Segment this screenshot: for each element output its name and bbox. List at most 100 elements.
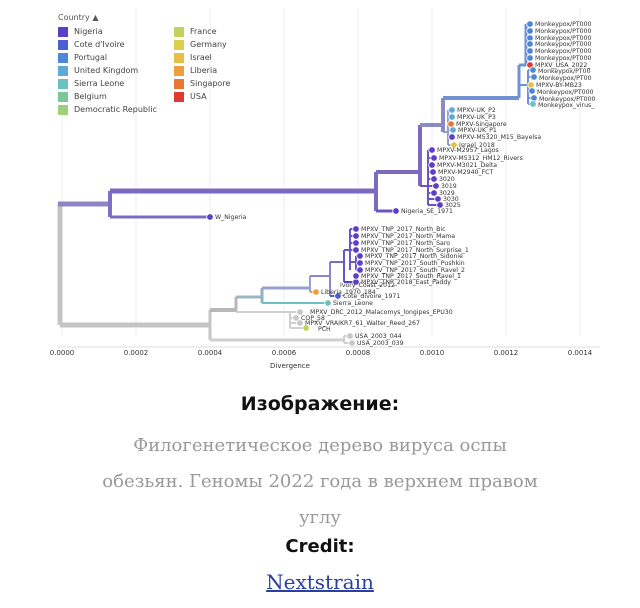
tip-label: MPXV-M5312_HM12_Rivers bbox=[439, 155, 523, 162]
tip-label: Israel_2018 bbox=[459, 142, 495, 149]
x-tick-label: 0.0006 bbox=[272, 349, 297, 357]
tip-label: Cote_divoire_1971 bbox=[343, 293, 400, 300]
legend-swatch bbox=[174, 65, 184, 76]
credit-label: Credit: bbox=[285, 536, 355, 557]
tip-label: MPXV_TNP_2017_North_Surprise_1 bbox=[361, 247, 469, 254]
tip-label: Monkeypox/PT000 bbox=[535, 28, 592, 35]
tip-label: Monkeypox/PT000 bbox=[539, 96, 596, 103]
legend-label: USA bbox=[190, 92, 207, 101]
tip-label: Monkeypox/PT00 bbox=[538, 68, 591, 75]
legend-swatch bbox=[58, 78, 68, 89]
tip-label: Monkeypox/PT000 bbox=[535, 41, 592, 48]
legend-label: Germany bbox=[190, 40, 227, 49]
legend-item[interactable]: Singapore bbox=[174, 77, 274, 90]
legend-swatch bbox=[58, 91, 68, 102]
x-tick-label: 0.0002 bbox=[124, 349, 149, 357]
legend-label: Portugal bbox=[74, 53, 108, 62]
legend-label: Israel bbox=[190, 53, 212, 62]
legend-swatch bbox=[174, 78, 184, 89]
legend-label: Liberia bbox=[190, 66, 218, 75]
legend-item[interactable]: Liberia bbox=[174, 64, 274, 77]
legend-swatch bbox=[58, 39, 68, 50]
caption-title: Изображение: bbox=[240, 393, 400, 415]
legend-item[interactable]: Germany bbox=[174, 38, 274, 51]
tip-label: MPXV_TNP_2017_South_Pushkin bbox=[365, 260, 465, 267]
legend-item[interactable]: Sierra Leone bbox=[58, 77, 158, 90]
legend-item[interactable]: Democratic Republic c bbox=[58, 103, 158, 116]
tip-label: PCH bbox=[318, 326, 331, 333]
tip-label: USA_2003_044 bbox=[355, 333, 402, 340]
x-tick-label: 0.0010 bbox=[420, 349, 445, 357]
legend-item[interactable]: Nigeria bbox=[58, 25, 158, 38]
tip-label: MPXV_TNP_2017_North_Sidonie bbox=[365, 253, 463, 260]
legend-swatch bbox=[58, 104, 68, 115]
legend-swatch bbox=[174, 91, 184, 102]
legend-item[interactable]: United Kingdom bbox=[58, 64, 158, 77]
tip-label: Sierra_Leone bbox=[333, 300, 373, 307]
tip-label: 3020 bbox=[439, 176, 455, 183]
tip-dots bbox=[206, 20, 538, 347]
x-tick-label: 0.0000 bbox=[50, 349, 75, 357]
tip-label: MPXV_TNP_2017_South_Ravel_1 bbox=[361, 273, 461, 280]
tip-label: MPXV_TNP_2017_North_Mama bbox=[361, 233, 455, 240]
tip-label: MPXV-Singapore bbox=[456, 121, 507, 128]
tip-label: Liberia_1970_184 bbox=[321, 289, 376, 296]
tip-label: Monkeypox/PT000 bbox=[535, 35, 592, 42]
tip-label: 3030 bbox=[443, 196, 459, 203]
credit-link[interactable]: Nextstrain bbox=[266, 570, 374, 594]
legend-label: Cote d'Ivoire bbox=[74, 40, 125, 49]
tip-label: MPXV-UK_P2 bbox=[457, 107, 496, 114]
legend-swatch bbox=[174, 26, 184, 37]
legend-item[interactable]: Israel bbox=[174, 51, 274, 64]
phylogenetic-tree: Monkeypox/PT000 Monkeypox/PT000 Monkeypo… bbox=[50, 8, 600, 370]
x-tick-label: 0.0012 bbox=[494, 349, 519, 357]
legend-swatch bbox=[58, 65, 68, 76]
tip-label: MPXV-BY-MB23 bbox=[536, 82, 582, 89]
x-tick-label: 0.0014 bbox=[568, 349, 593, 357]
tip-label: MPXV_TNP_2018_East_Paddy bbox=[361, 279, 451, 286]
tip-label: USA_2003_039 bbox=[357, 340, 404, 347]
tip-label: Monkeypox/PT000 bbox=[535, 21, 592, 28]
legend-item[interactable]: Belgium bbox=[58, 90, 158, 103]
legend-label: Democratic Republic c bbox=[74, 105, 158, 114]
legend-header[interactable]: Country ▲ bbox=[58, 13, 318, 22]
tip-label: Monkeypox/PT000 bbox=[535, 55, 592, 62]
tip-label: MPXV-M2957_Lagos bbox=[437, 147, 499, 154]
tip-label: Monkeypox_virus_ bbox=[538, 102, 595, 109]
country-legend: Country ▲ Nigeria Cote d'Ivoire Portugal… bbox=[58, 13, 318, 116]
tip-label: MPXV_TNP_2017_South_Ravel_2 bbox=[365, 267, 465, 274]
caption-description: Филогенетическое дерево вируса оспы обез… bbox=[102, 435, 538, 528]
tree-branches bbox=[57, 23, 534, 344]
tip-label: COP_58 bbox=[301, 315, 325, 322]
legend-swatch bbox=[174, 39, 184, 50]
legend-label: Belgium bbox=[74, 92, 107, 101]
tip-label: Monkeypox/PT000 bbox=[537, 89, 594, 96]
tip-label: MPXV_TNP_2017_North_Saro bbox=[361, 240, 450, 247]
tip-label: MPXV_TNP_2017_North_Bic bbox=[361, 226, 446, 233]
tip-label: MPXV-M5320_M15_Bayelsa bbox=[457, 134, 541, 141]
legend-column: Nigeria Cote d'Ivoire Portugal United Ki… bbox=[58, 25, 158, 116]
legend-item[interactable]: France bbox=[174, 25, 274, 38]
legend-label: Singapore bbox=[190, 79, 231, 88]
tip-label: 3019 bbox=[441, 183, 457, 190]
legend-swatch bbox=[58, 26, 68, 37]
legend-label: Nigeria bbox=[74, 27, 103, 36]
tip-label: MPXV-UK_P1 bbox=[458, 127, 497, 134]
tip-label: MPXV_VRAIKR7_61_Walter_Reed_267 bbox=[305, 320, 420, 327]
legend-item[interactable]: Portugal bbox=[58, 51, 158, 64]
tip-label: 3025 bbox=[445, 202, 461, 209]
tip-label: Ivory_Coast_2012 bbox=[340, 282, 395, 289]
tip-label: W_Nigeria bbox=[215, 214, 247, 221]
legend-item[interactable]: USA bbox=[174, 90, 274, 103]
tip-labels: Monkeypox/PT000 Monkeypox/PT000 Monkeypo… bbox=[215, 21, 596, 347]
legend-item[interactable]: Cote d'Ivoire bbox=[58, 38, 158, 51]
tip-label: MPXV-M2940_FCT bbox=[438, 169, 493, 176]
legend-title: Country bbox=[58, 13, 90, 22]
legend-label: United Kingdom bbox=[74, 66, 139, 75]
tip-label: Monkeypox/PT000 bbox=[535, 48, 592, 55]
tip-label: MPXV_DRC_2012_Malacomys_longipes_EPU30 bbox=[310, 309, 453, 316]
x-axis: 0.0000 0.0002 0.0004 0.0006 0.0008 0.001… bbox=[50, 346, 600, 370]
tip-label: Nigeria_SE_1971 bbox=[401, 208, 453, 215]
x-axis-title: Divergence bbox=[270, 362, 310, 370]
chevron-up-icon[interactable]: ▲ bbox=[92, 13, 99, 22]
